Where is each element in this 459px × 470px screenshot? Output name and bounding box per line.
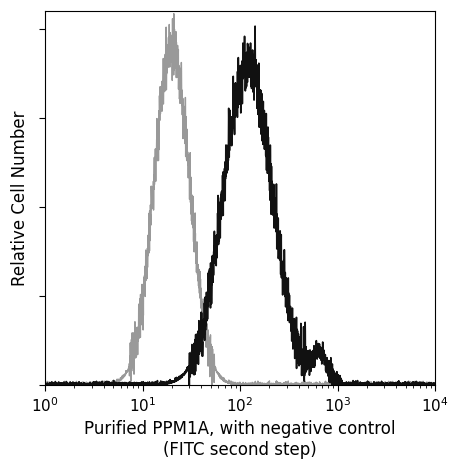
X-axis label: Purified PPM1A, with negative control
(FITC second step): Purified PPM1A, with negative control (F… [84, 420, 395, 459]
Y-axis label: Relative Cell Number: Relative Cell Number [11, 110, 29, 286]
